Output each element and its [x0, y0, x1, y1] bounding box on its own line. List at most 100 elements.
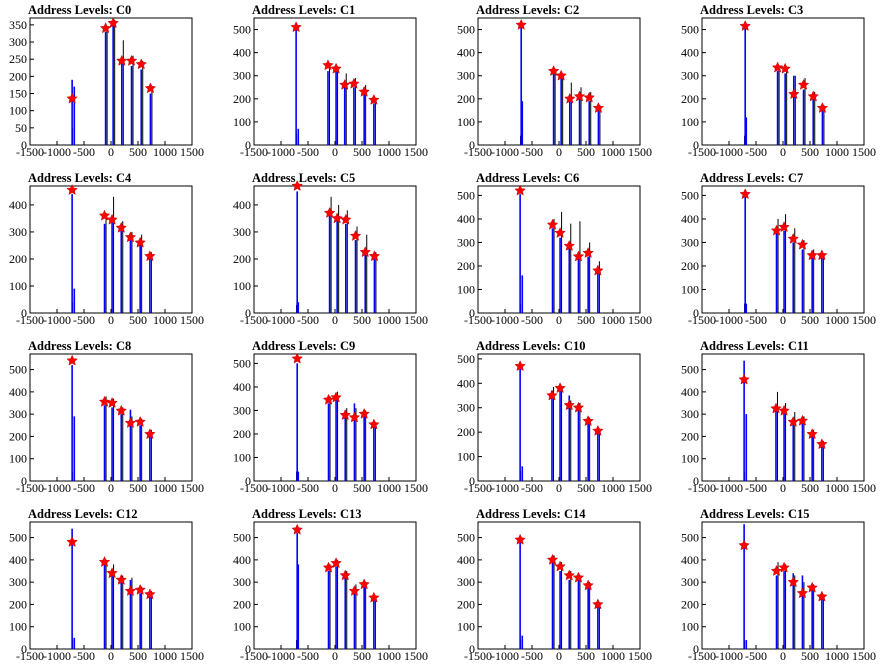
peak-marker-star — [573, 90, 586, 102]
peak-marker-star — [330, 391, 342, 403]
peak-marker-star — [340, 213, 352, 225]
y-tick-label: 100 — [9, 279, 27, 293]
panel-c15: Address Levels: C15 0 100 200 300 400 500 -1500… — [681, 507, 876, 663]
peak-marker-star — [291, 180, 303, 191]
x-tick-label: -500 — [521, 649, 543, 663]
peak-marker-star — [787, 576, 799, 588]
peak-marker-star — [592, 102, 605, 113]
y-tick-label: 400 — [681, 553, 699, 567]
x-tick-label: -1500 — [688, 481, 716, 495]
x-tick-label: 1000 — [601, 481, 625, 495]
x-tick-label: 1500 — [628, 145, 652, 159]
y-tick-label: 0 — [21, 306, 27, 320]
x-tick-label: 1000 — [825, 649, 849, 663]
y-tick-label: 400 — [681, 385, 699, 399]
peak-marker-star — [582, 415, 594, 427]
plot-frame — [29, 185, 193, 314]
peak-marker-star — [144, 82, 157, 94]
y-tick-label: 100 — [9, 620, 27, 634]
peak-marker-star — [582, 579, 594, 591]
x-tick-label: -1000 — [267, 313, 295, 327]
y-tick-label: 300 — [233, 225, 251, 239]
y-tick-label: 300 — [9, 407, 27, 421]
peak-marker-star — [816, 590, 828, 602]
x-tick-label: -500 — [745, 145, 767, 159]
y-tick-label: 400 — [681, 212, 699, 226]
peak-marker-star — [339, 409, 351, 420]
y-tick-label: 400 — [457, 376, 475, 390]
x-tick-label: -500 — [745, 481, 767, 495]
x-tick-label: 0 — [332, 313, 338, 327]
x-tick-label: 1000 — [601, 649, 625, 663]
peak-marker-star — [330, 557, 342, 569]
x-tick-label: 1000 — [377, 481, 401, 495]
peak-marker-star — [98, 209, 111, 221]
y-tick-label: 200 — [9, 597, 27, 611]
peak-marker-star — [514, 360, 526, 372]
x-tick-label: -1000 — [491, 145, 519, 159]
peak-marker-star — [816, 102, 829, 113]
peak-marker-star — [368, 250, 381, 262]
x-tick-label: 1500 — [628, 313, 652, 327]
x-tick-label: -500 — [73, 145, 95, 159]
peak-marker-star — [739, 188, 751, 200]
peak-marker-star — [807, 90, 819, 102]
x-tick-label: -1500 — [16, 313, 44, 327]
x-tick-label: 500 — [801, 313, 819, 327]
plot-frame — [701, 17, 865, 146]
x-tick-label: 500 — [353, 313, 371, 327]
peak-marker-star — [788, 88, 800, 100]
x-tick-label: 1500 — [180, 313, 204, 327]
peak-marker-star — [806, 581, 818, 593]
peak-marker-star — [797, 78, 810, 90]
x-tick-label: -1000 — [43, 145, 71, 159]
y-tick-label: 0 — [245, 642, 251, 656]
peak-marker-star — [348, 411, 361, 423]
x-tick-label: 1500 — [180, 649, 204, 663]
y-tick-label: 0 — [245, 306, 251, 320]
panel-title: Address Levels: C12 — [28, 507, 138, 521]
y-tick-label: 500 — [457, 188, 475, 202]
x-tick-label: -1000 — [43, 313, 71, 327]
y-tick-label: 100 — [681, 115, 699, 129]
plot-frame — [701, 353, 865, 482]
x-tick-label: 1000 — [153, 481, 177, 495]
y-tick-label: 400 — [9, 198, 27, 212]
y-tick-label: 0 — [469, 306, 475, 320]
y-tick-label: 500 — [681, 188, 699, 202]
x-tick-label: 0 — [556, 649, 562, 663]
x-tick-label: 1000 — [825, 481, 849, 495]
x-tick-label: -500 — [745, 649, 767, 663]
peak-marker-star — [515, 18, 527, 30]
y-tick-label: 0 — [693, 138, 699, 152]
x-tick-label: -500 — [297, 145, 319, 159]
x-tick-label: 1500 — [852, 481, 876, 495]
peak-marker-star — [322, 393, 335, 405]
y-tick-label: 100 — [233, 620, 251, 634]
x-tick-label: 0 — [108, 313, 114, 327]
x-tick-label: 1000 — [601, 313, 625, 327]
peak-marker-star — [806, 428, 818, 440]
peak-marker-star — [99, 22, 112, 34]
y-tick-label: 100 — [681, 452, 699, 466]
x-tick-label: -1000 — [715, 481, 743, 495]
x-tick-label: -1500 — [464, 145, 492, 159]
peak-marker-star — [291, 523, 303, 535]
y-tick-label: 0 — [245, 138, 251, 152]
panel-title: Address Levels: C4 — [28, 171, 132, 185]
peak-marker-star — [291, 352, 303, 364]
peak-marker-star — [349, 230, 362, 241]
y-tick-label: 100 — [457, 115, 475, 129]
peak-marker-star — [554, 227, 566, 238]
peak-marker-star — [144, 428, 156, 440]
x-tick-label: 1500 — [404, 481, 428, 495]
x-tick-label: 500 — [577, 481, 595, 495]
peak-marker-star — [582, 247, 594, 258]
peak-marker-star — [339, 78, 351, 90]
peak-marker-star — [770, 565, 783, 576]
x-tick-label: -1000 — [267, 481, 295, 495]
peak-marker-star — [514, 533, 526, 545]
panel-title: Address Levels: C15 — [700, 507, 810, 521]
x-tick-label: -500 — [297, 313, 319, 327]
